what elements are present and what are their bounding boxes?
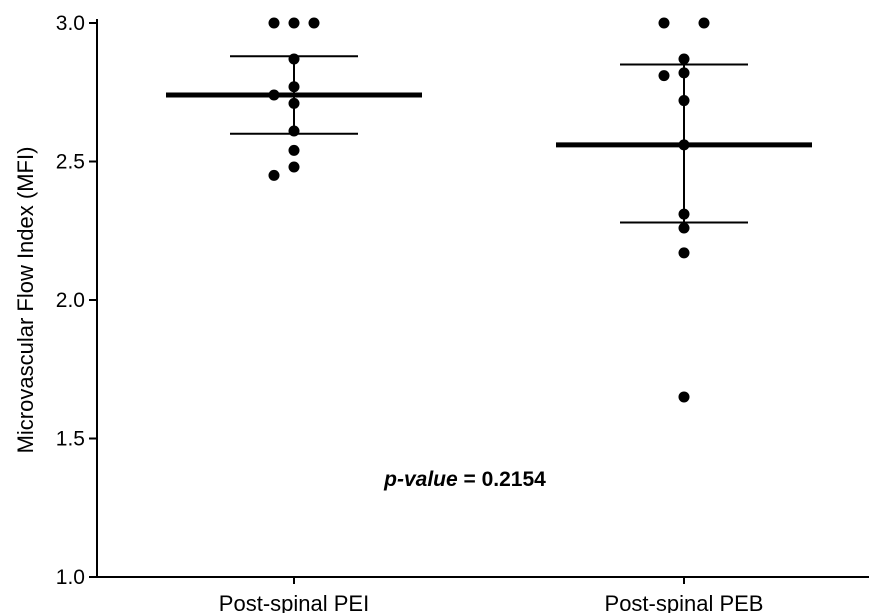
y-tick-label: 1.5: [56, 428, 85, 451]
data-point: [288, 53, 300, 65]
data-point: [658, 70, 670, 82]
p-value-number: = 0.2154: [458, 468, 546, 491]
data-point: [658, 17, 670, 29]
y-tick-label: 2.0: [56, 289, 85, 312]
y-tick-label: 3.0: [56, 12, 85, 35]
data-point: [288, 81, 300, 93]
data-point: [678, 95, 690, 107]
data-point: [678, 247, 690, 259]
axes: Post-spinal PEI Post-spinal PEB: [96, 19, 869, 613]
data-point: [288, 125, 300, 137]
data-point: [288, 161, 300, 173]
data-point: [678, 222, 690, 234]
x-category-label: Post-spinal PEI: [219, 591, 369, 613]
data-point: [268, 17, 280, 29]
data-point: [678, 53, 690, 65]
data-point: [698, 17, 710, 29]
y-tick-label: 1.0: [56, 566, 85, 589]
data-point: [678, 208, 690, 220]
data-point: [678, 67, 690, 79]
y-axis-title: Microvascular Flow Index (MFI): [13, 147, 38, 454]
x-category-label: Post-spinal PEB: [605, 591, 764, 613]
data-point: [288, 144, 300, 156]
data-group: [556, 17, 812, 403]
data-groups: [166, 17, 812, 403]
data-point: [678, 391, 690, 403]
data-point: [268, 89, 280, 101]
y-ticks: 1.0 1.5 2.0 2.5 3.0: [56, 12, 97, 589]
data-point: [288, 97, 300, 109]
data-point: [268, 169, 280, 181]
data-point: [678, 139, 690, 151]
p-value-label: p-value: [383, 468, 458, 491]
data-point: [288, 17, 300, 29]
data-point: [308, 17, 320, 29]
data-group: [166, 17, 422, 181]
y-tick-label: 2.5: [56, 151, 85, 174]
p-value-annotation: p-value = 0.2154: [383, 468, 546, 491]
